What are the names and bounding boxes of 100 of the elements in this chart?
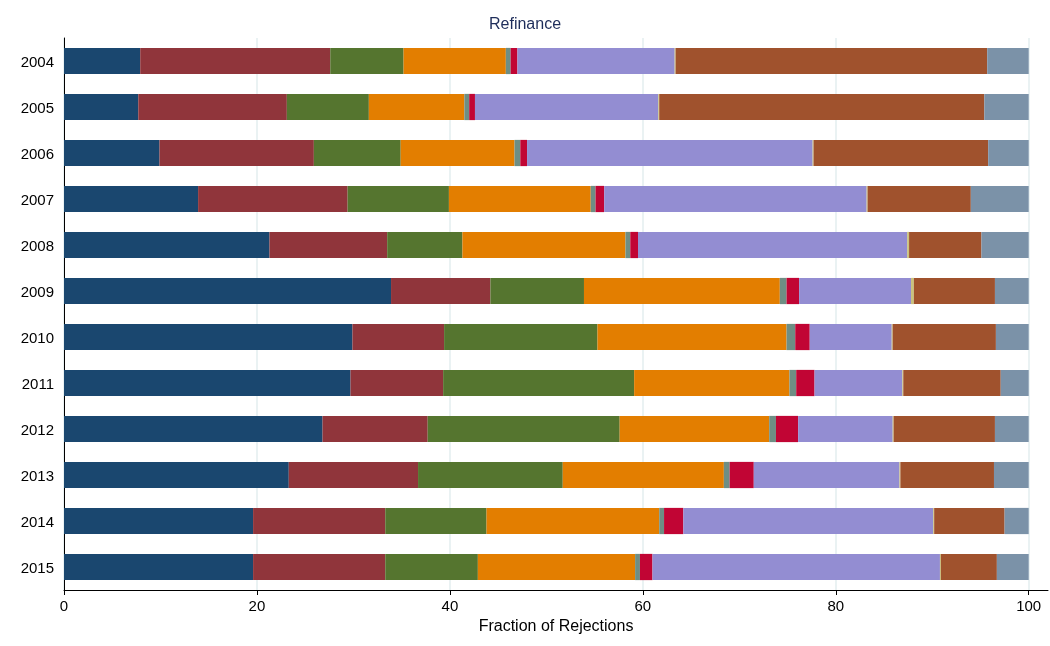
bar — [288, 461, 419, 489]
x-axis-title: Fraction of Rejections — [478, 617, 634, 635]
bar — [527, 139, 813, 167]
bar — [604, 185, 867, 213]
bar — [322, 415, 428, 443]
bar — [813, 139, 989, 167]
bar — [981, 231, 1029, 259]
bar — [892, 323, 996, 351]
bar — [269, 231, 388, 259]
bar — [64, 185, 199, 213]
y-tick-label: 2007 — [20, 190, 54, 208]
bar — [391, 277, 491, 305]
bar — [583, 277, 780, 305]
bar — [970, 185, 1029, 213]
y-tick-label: 2014 — [20, 512, 54, 530]
x-tick-label: 80 — [827, 597, 845, 614]
bar — [464, 93, 470, 121]
bar — [786, 323, 796, 351]
chart-title: Refinance — [488, 14, 562, 32]
bar — [64, 461, 289, 489]
bar — [64, 323, 353, 351]
y-tick-label: 2005 — [20, 98, 54, 116]
bar — [462, 231, 626, 259]
bar — [900, 461, 994, 489]
bar — [159, 139, 314, 167]
bar — [893, 415, 995, 443]
bar — [448, 185, 591, 213]
bar — [474, 93, 659, 121]
bar — [595, 185, 605, 213]
bar — [385, 507, 487, 535]
bar — [638, 231, 908, 259]
bar — [64, 93, 139, 121]
bar — [809, 323, 892, 351]
bar — [798, 415, 893, 443]
bar — [994, 415, 1029, 443]
bar — [469, 93, 475, 121]
bar — [995, 323, 1029, 351]
bar — [934, 507, 1005, 535]
y-tick-label: 2006 — [20, 144, 54, 162]
bar — [652, 553, 940, 581]
bar — [639, 553, 653, 581]
y-tick-label: 2008 — [20, 236, 54, 254]
bar — [138, 93, 287, 121]
bar — [385, 553, 478, 581]
x-tick-label: 0 — [59, 597, 69, 614]
bar — [313, 139, 401, 167]
bar — [64, 369, 351, 397]
bar — [1004, 507, 1029, 535]
bar — [988, 139, 1029, 167]
bar — [198, 185, 348, 213]
bar — [286, 93, 369, 121]
x-tick-label: 100 — [1016, 597, 1042, 614]
bar — [675, 47, 988, 75]
bar — [634, 369, 790, 397]
y-tick-label: 2011 — [21, 374, 54, 392]
bar — [996, 553, 1029, 581]
bar — [562, 461, 724, 489]
bar — [683, 507, 934, 535]
bar — [635, 553, 640, 581]
bar — [330, 47, 404, 75]
bar — [940, 553, 997, 581]
bar — [987, 47, 1029, 75]
bar — [775, 415, 799, 443]
x-tick-label: 60 — [634, 597, 652, 614]
y-tick-label: 2012 — [20, 420, 54, 438]
y-tick-label: 2009 — [20, 282, 54, 300]
bar — [659, 507, 665, 535]
bar — [505, 47, 511, 75]
bar — [913, 277, 995, 305]
bar — [799, 277, 912, 305]
bar — [779, 277, 787, 305]
bar — [444, 323, 598, 351]
bar — [909, 231, 982, 259]
bar — [729, 461, 754, 489]
bar — [140, 47, 331, 75]
y-tick-label: 2004 — [20, 52, 54, 70]
bar — [994, 277, 1029, 305]
bar — [64, 231, 270, 259]
bar — [753, 461, 900, 489]
bar — [253, 507, 386, 535]
bar — [796, 369, 815, 397]
bar — [903, 369, 1001, 397]
bar — [253, 553, 386, 581]
bar — [911, 277, 914, 305]
bar — [477, 553, 636, 581]
bar — [630, 231, 638, 259]
bar — [789, 369, 797, 397]
bar — [64, 139, 160, 167]
bar — [400, 139, 515, 167]
bar — [597, 323, 787, 351]
bar — [443, 369, 635, 397]
bar — [486, 507, 660, 535]
x-tick-label: 20 — [248, 597, 266, 614]
y-tick-label: 2013 — [20, 466, 54, 484]
y-tick-label: 2010 — [20, 328, 54, 346]
bar — [368, 93, 465, 121]
bar — [993, 461, 1029, 489]
bar — [814, 369, 903, 397]
bar — [517, 47, 675, 75]
bar — [64, 47, 141, 75]
